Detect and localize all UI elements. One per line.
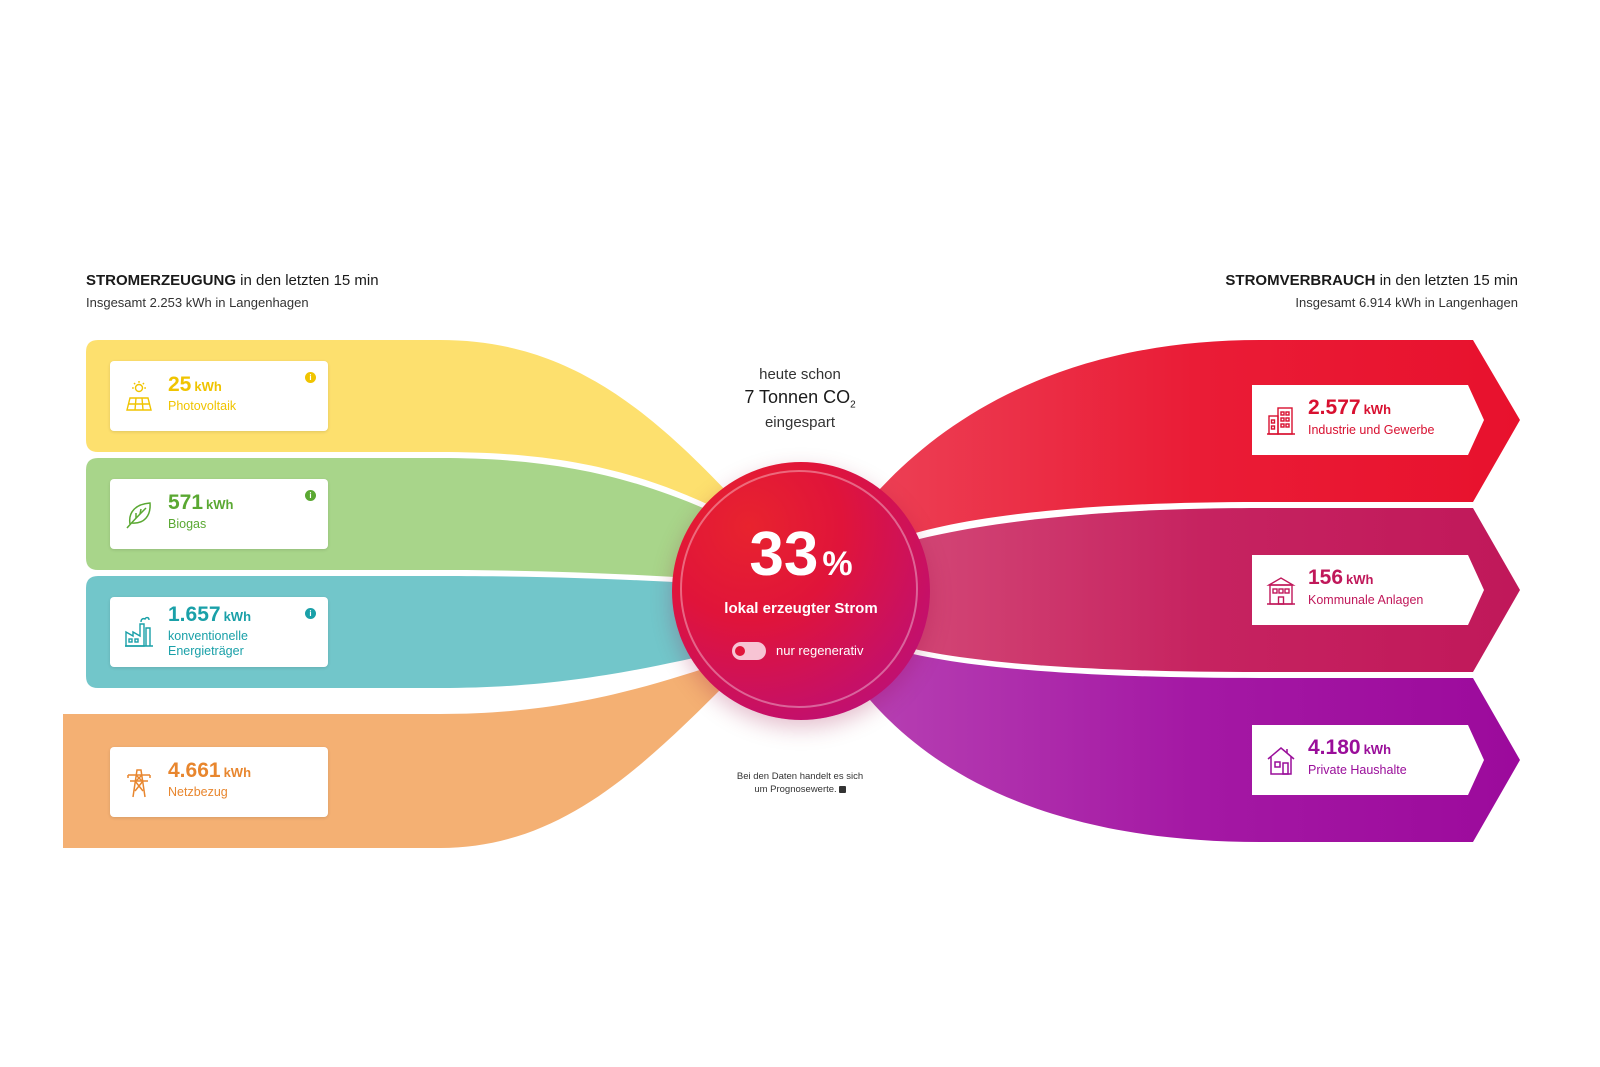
konventionelle-card: 1.657 kWh konventionelle Energieträger i <box>110 597 328 667</box>
co2-savings: heute schon 7 Tonnen CO2 eingespart <box>690 366 910 431</box>
forecast-note: Bei den Daten handelt es sich um Prognos… <box>690 770 910 796</box>
power-pylon-icon <box>127 769 151 798</box>
regenerative-toggle-label[interactable]: nur regenerativ <box>776 643 864 658</box>
photovoltaik-label: Photovoltaik <box>168 399 237 413</box>
co2-line3: eingespart <box>764 413 836 431</box>
factory-icon <box>125 616 153 647</box>
note-info-icon[interactable] <box>838 785 846 793</box>
consumption-subtitle: Insgesamt 6.914 kWh in Langenhagen <box>1295 295 1518 310</box>
office-building-icon <box>1267 407 1295 435</box>
industrie-value: 2.577 kWh <box>1308 396 1392 419</box>
netzbezug-card: 4.661 kWh Netzbezug <box>110 747 328 817</box>
kommunale-band <box>880 508 1520 672</box>
toggle-knob <box>735 646 745 656</box>
co2-amount: 7 Tonnen CO2 <box>744 387 856 411</box>
local-share-percent: 33% <box>749 520 853 589</box>
leaf-icon <box>126 502 151 529</box>
house-icon <box>1267 747 1295 775</box>
solar-panel-icon <box>126 381 152 411</box>
consumption-header: STROMVERBRAUCH in den letzten 15 min Ins… <box>1225 272 1518 310</box>
co2-line1: heute schon <box>759 366 841 383</box>
biogas-value: 571 kWh <box>168 491 234 514</box>
kommunale-card: 156 kWh Kommunale Anlagen <box>1252 555 1484 625</box>
generation-header: STROMERZEUGUNG in den letzten 15 min Ins… <box>86 272 379 310</box>
generation-subtitle: Insgesamt 2.253 kWh in Langenhagen <box>86 295 309 310</box>
local-share-caption: lokal erzeugter Strom <box>724 600 878 617</box>
kommunale-label: Kommunale Anlagen <box>1308 593 1424 607</box>
haushalte-value: 4.180 kWh <box>1308 736 1392 759</box>
note-line1: Bei den Daten handelt es sich <box>736 771 864 782</box>
photovoltaik-info-icon[interactable]: i <box>305 372 316 383</box>
konventionelle-info-icon[interactable]: i <box>305 608 316 619</box>
netzbezug-label: Netzbezug <box>168 785 228 799</box>
consumption-title: STROMVERBRAUCH in den letzten 15 min <box>1225 272 1518 289</box>
municipal-building-icon <box>1266 577 1296 605</box>
photovoltaik-value: 25 kWh <box>168 373 222 396</box>
biogas-info-icon[interactable]: i <box>305 490 316 501</box>
netzbezug-value: 4.661 kWh <box>168 759 252 782</box>
konventionelle-label: konventionelle Energieträger <box>168 629 248 658</box>
regenerative-toggle[interactable] <box>732 642 766 660</box>
haushalte-label: Private Haushalte <box>1308 763 1407 777</box>
kommunale-value: 156 kWh <box>1308 566 1374 589</box>
biogas-card: 571 kWh Biogas i <box>110 479 328 549</box>
industrie-card: 2.577 kWh Industrie und Gewerbe <box>1252 385 1484 455</box>
industrie-label: Industrie und Gewerbe <box>1308 423 1435 437</box>
photovoltaik-card: 25 kWh Photovoltaik i <box>110 361 328 431</box>
haushalte-card: 4.180 kWh Private Haushalte <box>1252 725 1484 795</box>
local-share-circle: 33% lokal erzeugter Strom nur regenerati… <box>672 462 930 720</box>
note-line2: um Prognosewerte. <box>690 783 910 796</box>
circle-ring <box>680 470 918 708</box>
biogas-label: Biogas <box>168 517 207 531</box>
generation-title: STROMERZEUGUNG in den letzten 15 min <box>86 272 379 289</box>
konventionelle-value: 1.657 kWh <box>168 603 252 626</box>
